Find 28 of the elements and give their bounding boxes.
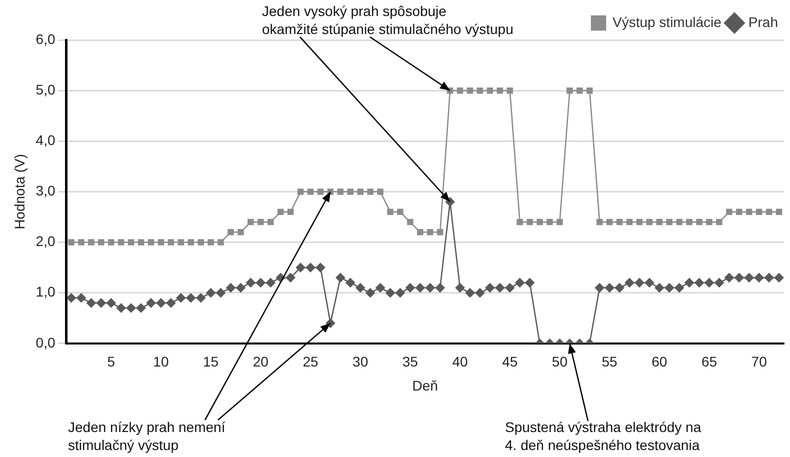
y-axis-title: Hodnota (V) [11, 154, 28, 230]
legend-label: Prah [748, 14, 778, 30]
x-tick-label: 25 [302, 354, 318, 370]
annotation: Jeden nízky prah nemení stimulačný výstup [68, 418, 226, 454]
y-tick-label: 6,0 [36, 30, 56, 47]
x-tick-label: 30 [352, 354, 368, 370]
x-tick-label: 20 [252, 354, 269, 370]
x-tick-label: 40 [452, 354, 468, 370]
annotation: Jeden vysoký prah spôsobuje okamžité stúpanie stimulačného výstupu [262, 2, 514, 38]
annotation: Spustená výstraha elektródy na 4. deň neúspešného testovania [505, 418, 702, 454]
y-tick-label: 1,0 [36, 284, 56, 300]
y-tick-label: 4,0 [36, 132, 56, 148]
x-tick-label: 10 [153, 354, 169, 370]
x-tick-label: 15 [203, 354, 219, 370]
y-tick-label: 5,0 [36, 81, 56, 98]
y-tick-label: 0,0 [36, 334, 56, 350]
x-tick-label: 35 [402, 354, 418, 370]
x-tick-label: 5 [107, 354, 116, 370]
legend-label: Výstup stimulácie [612, 14, 722, 30]
x-tick-label: 60 [652, 354, 668, 370]
x-tick-label: 50 [552, 354, 568, 370]
x-tick-label: 70 [751, 354, 768, 370]
x-tick-label: 45 [502, 354, 518, 370]
x-tick-label: 65 [701, 354, 718, 370]
x-axis-title: Deň [412, 377, 438, 394]
x-tick-label: 55 [602, 354, 618, 370]
y-tick-label: 3,0 [36, 182, 56, 199]
y-tick-label: 2,0 [36, 233, 56, 250]
